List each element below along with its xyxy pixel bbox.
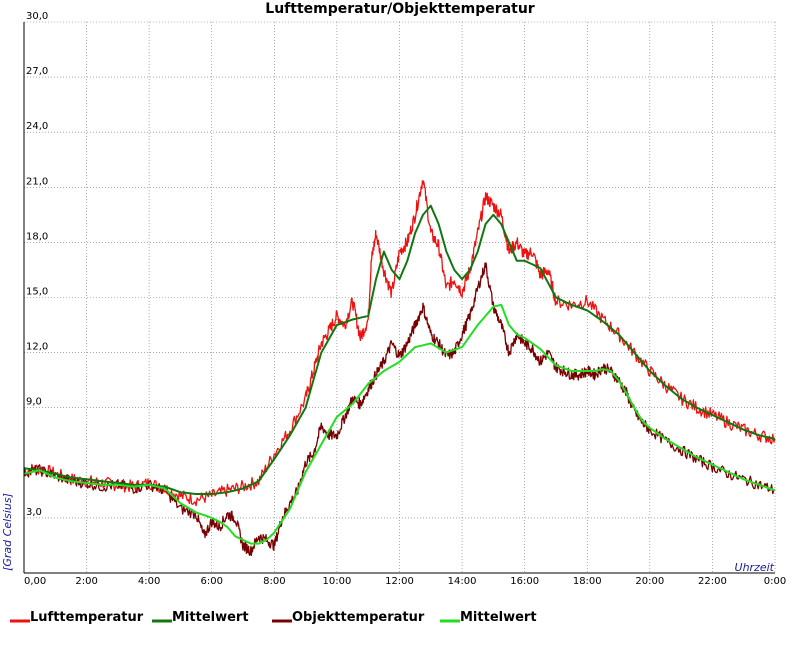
legend: Lufttemperatur Mittelwert Objekttemperatur… xyxy=(10,610,537,625)
chart-title: Lufttemperatur/Objekttemperatur xyxy=(265,1,535,17)
x-tick-label: 14:00 xyxy=(448,576,477,587)
x-tick-label: 6:00 xyxy=(201,576,223,587)
legend-label: Lufttemperatur xyxy=(30,610,144,625)
x-tick-labels: 0,00 2:00 4:00 6:00 8:00 10:00 12:00 14:00 16:00… xyxy=(24,576,786,587)
y-tick-label: 21,0 xyxy=(26,176,48,187)
x-tick-label: 16:00 xyxy=(510,576,539,587)
series-layer xyxy=(23,180,776,557)
x-tick-label: 4:00 xyxy=(138,576,160,587)
legend-label: Mittelwert xyxy=(460,610,537,625)
series-line-2 xyxy=(23,262,776,557)
legend-label: Mittelwert xyxy=(172,610,249,625)
y-tick-label: 12,0 xyxy=(26,342,48,353)
y-tick-label: 18,0 xyxy=(26,231,48,242)
x-tick-label: 8:00 xyxy=(263,576,285,587)
y-tick-label: 27,0 xyxy=(26,66,48,77)
y-tick-label: 24,0 xyxy=(26,121,48,132)
x-tick-label: 0:00 xyxy=(764,576,786,587)
legend-label: Objekttemperatur xyxy=(292,610,425,625)
y-tick-label: 3,0 xyxy=(26,507,42,518)
y-tick-label: 9,0 xyxy=(26,397,42,408)
x-tick-label: 18:00 xyxy=(573,576,602,587)
axes xyxy=(23,22,775,574)
x-tick-label: 0,00 xyxy=(24,576,46,587)
y-tick-label: 15,0 xyxy=(26,287,48,298)
x-tick-label: 12:00 xyxy=(385,576,414,587)
y-tick-label: 30,0 xyxy=(26,11,48,22)
y-axis-label: [Grad Celsius] xyxy=(1,493,14,571)
series-line-3 xyxy=(23,303,776,545)
x-tick-label: 10:00 xyxy=(323,576,352,587)
x-tick-label: 2:00 xyxy=(75,576,97,587)
series-line-1 xyxy=(23,204,776,495)
series-line-0 xyxy=(23,180,776,507)
x-tick-label: 22:00 xyxy=(698,576,727,587)
x-axis-label: Uhrzeit xyxy=(735,561,775,574)
x-tick-label: 20:00 xyxy=(635,576,664,587)
y-tick-labels: 3,0 9,0 12,0 15,0 18,0 21,0 24,0 27,0 30,0 xyxy=(26,11,48,518)
